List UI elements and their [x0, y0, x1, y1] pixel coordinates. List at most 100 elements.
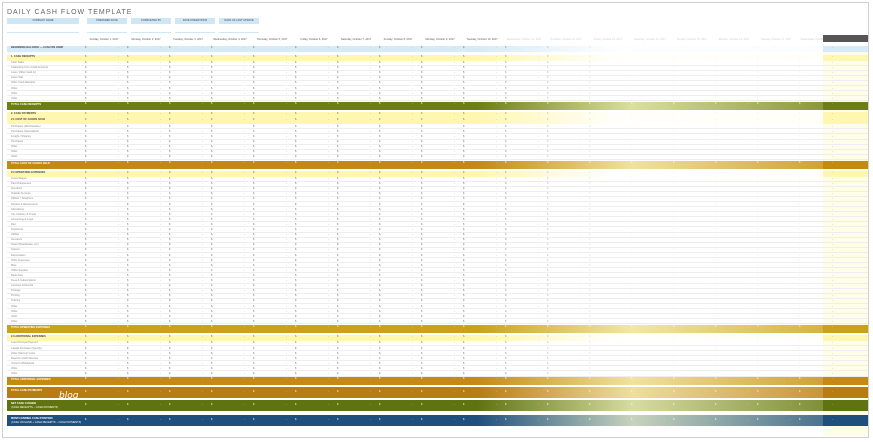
value-cell[interactable]: $ -: [419, 403, 461, 414]
value-cell[interactable]: $ -: [251, 213, 293, 217]
value-cell[interactable]: $ -: [419, 187, 461, 191]
value-cell[interactable]: $ -: [755, 118, 797, 124]
value-cell[interactable]: $ -: [503, 335, 545, 341]
value-cell[interactable]: $ -: [797, 294, 839, 298]
value-cell[interactable]: $ -: [713, 66, 755, 70]
value-cell[interactable]: $ -: [545, 223, 587, 227]
value-cell[interactable]: $ -: [377, 130, 419, 134]
value-cell[interactable]: $ -: [419, 320, 461, 324]
value-cell[interactable]: $ -: [209, 218, 251, 222]
value-cell[interactable]: $ -: [377, 125, 419, 129]
value-cell[interactable]: $ -: [797, 403, 839, 414]
value-cell[interactable]: $ -: [209, 279, 251, 283]
value-cell[interactable]: $ -: [83, 259, 125, 263]
value-cell[interactable]: $ -: [125, 310, 167, 314]
value-cell[interactable]: $ -: [629, 66, 671, 70]
value-cell[interactable]: $ -: [503, 377, 545, 385]
value-cell[interactable]: $ -: [461, 372, 503, 376]
value-cell[interactable]: $ -: [209, 182, 251, 186]
value-cell[interactable]: $ -: [797, 171, 839, 177]
value-cell[interactable]: $ -: [293, 197, 335, 201]
value-cell[interactable]: $ -: [797, 357, 839, 361]
value-cell[interactable]: $ -: [461, 238, 503, 242]
value-cell[interactable]: $ -: [671, 418, 713, 429]
value-cell[interactable]: $ -: [629, 182, 671, 186]
value-cell[interactable]: $ -: [377, 372, 419, 376]
value-cell[interactable]: $ -: [419, 150, 461, 154]
value-cell[interactable]: $ -: [125, 335, 167, 341]
value-cell[interactable]: $ -: [587, 203, 629, 207]
value-cell[interactable]: $ -: [755, 87, 797, 91]
value-cell[interactable]: $ -: [209, 274, 251, 278]
value-cell[interactable]: $ -: [755, 294, 797, 298]
value-cell[interactable]: $ -: [713, 97, 755, 101]
value-cell[interactable]: $ -: [587, 347, 629, 351]
value-cell[interactable]: $ -: [209, 352, 251, 356]
value-cell[interactable]: $ -: [713, 248, 755, 252]
value-cell[interactable]: $ -: [167, 341, 209, 345]
value-cell[interactable]: $ -: [755, 203, 797, 207]
value-cell[interactable]: $ -: [125, 150, 167, 154]
value-cell[interactable]: $ -: [671, 238, 713, 242]
value-cell[interactable]: $ -: [83, 248, 125, 252]
value-cell[interactable]: $ -: [419, 228, 461, 232]
value-cell[interactable]: $ -: [629, 299, 671, 303]
value-cell[interactable]: $ -: [125, 352, 167, 356]
value-cell[interactable]: $ -: [755, 161, 797, 169]
value-cell[interactable]: $ -: [167, 299, 209, 303]
value-cell[interactable]: $ -: [251, 289, 293, 293]
value-cell[interactable]: $ -: [293, 61, 335, 65]
value-cell[interactable]: $ -: [713, 289, 755, 293]
value-cell[interactable]: $ -: [335, 177, 377, 181]
value-cell[interactable]: $ -: [797, 66, 839, 70]
value-cell[interactable]: $ -: [797, 274, 839, 278]
value-cell[interactable]: $ -: [755, 284, 797, 288]
value-cell[interactable]: $ -: [755, 71, 797, 75]
value-cell[interactable]: $ -: [419, 203, 461, 207]
value-cell[interactable]: $ -: [125, 248, 167, 252]
value-cell[interactable]: $ -: [461, 403, 503, 414]
value-cell[interactable]: $ -: [461, 140, 503, 144]
value-cell[interactable]: $ -: [335, 102, 377, 110]
value-cell[interactable]: $ -: [797, 377, 839, 385]
value-cell[interactable]: $ -: [125, 279, 167, 283]
value-cell[interactable]: $ -: [83, 269, 125, 273]
value-cell[interactable]: $ -: [167, 269, 209, 273]
value-cell[interactable]: $ -: [713, 254, 755, 258]
value-cell[interactable]: $ -: [419, 155, 461, 159]
value-cell[interactable]: $ -: [755, 233, 797, 237]
value-cell[interactable]: $ -: [125, 357, 167, 361]
value-cell[interactable]: $ -: [83, 150, 125, 154]
value-cell[interactable]: $ -: [125, 145, 167, 149]
value-cell[interactable]: $ -: [461, 71, 503, 75]
value-cell[interactable]: $ -: [461, 367, 503, 371]
value-cell[interactable]: $ -: [671, 61, 713, 65]
value-cell[interactable]: $ -: [419, 367, 461, 371]
value-cell[interactable]: $ -: [629, 177, 671, 181]
value-cell[interactable]: $ -: [251, 341, 293, 345]
value-cell[interactable]: $ -: [335, 233, 377, 237]
value-cell[interactable]: $ -: [377, 248, 419, 252]
value-cell[interactable]: $ -: [83, 55, 125, 61]
value-cell[interactable]: $ -: [167, 102, 209, 110]
value-cell[interactable]: $ -: [377, 233, 419, 237]
value-cell[interactable]: $ -: [545, 161, 587, 169]
value-cell[interactable]: $ -: [755, 269, 797, 273]
value-cell[interactable]: $ -: [587, 259, 629, 263]
value-cell[interactable]: $ -: [671, 372, 713, 376]
value-cell[interactable]: $ -: [251, 362, 293, 366]
value-cell[interactable]: $ -: [293, 377, 335, 385]
value-cell[interactable]: $ -: [377, 182, 419, 186]
value-cell[interactable]: $ -: [797, 177, 839, 181]
value-cell[interactable]: $ -: [293, 289, 335, 293]
value-cell[interactable]: $ -: [671, 310, 713, 314]
value-cell[interactable]: $ -: [83, 118, 125, 124]
value-cell[interactable]: $ -: [587, 187, 629, 191]
value-cell[interactable]: $ -: [545, 243, 587, 247]
value-cell[interactable]: $ -: [671, 335, 713, 341]
value-cell[interactable]: $ -: [209, 248, 251, 252]
value-cell[interactable]: $ -: [461, 135, 503, 139]
value-cell[interactable]: $ -: [83, 315, 125, 319]
value-cell[interactable]: $ -: [125, 55, 167, 61]
value-cell[interactable]: $ -: [713, 259, 755, 263]
